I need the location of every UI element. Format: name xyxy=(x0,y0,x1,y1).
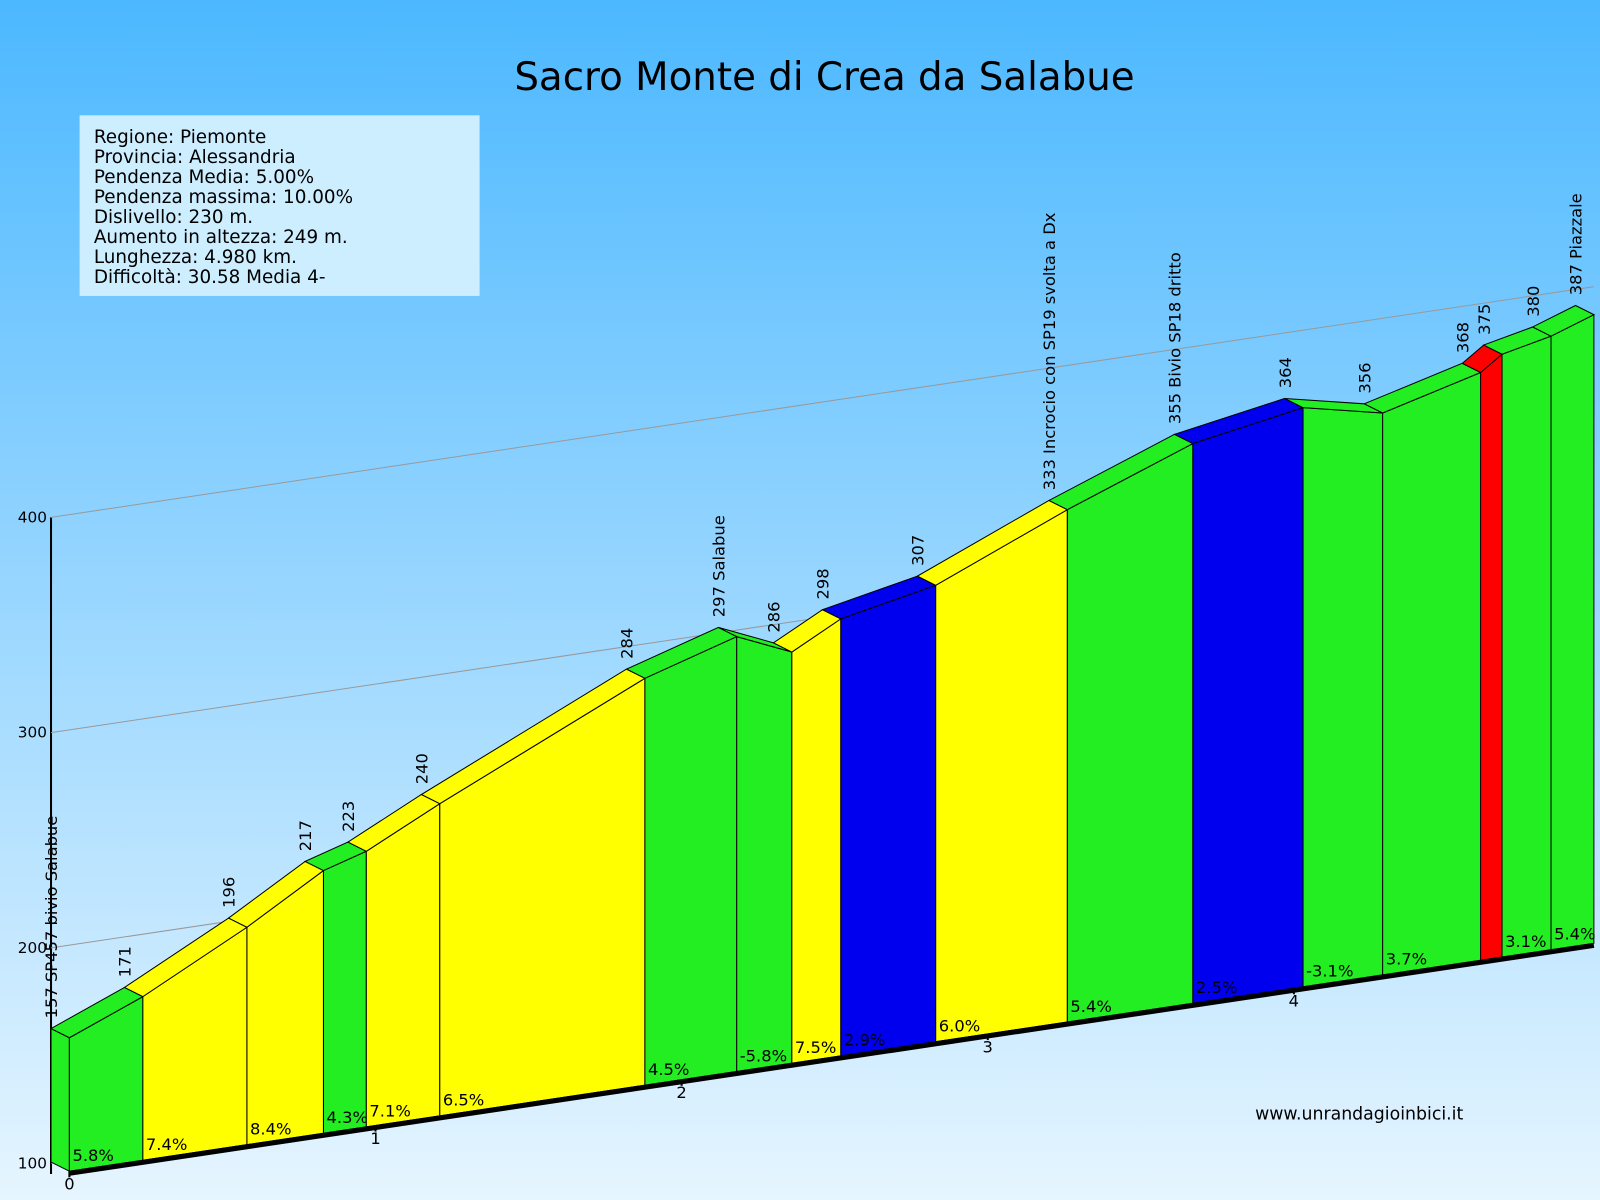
info-box xyxy=(79,115,480,296)
side-face xyxy=(50,1027,70,1173)
elevation-label: 387 Piazzale xyxy=(1567,193,1586,295)
info-line: Aumento in altezza: 249 m. xyxy=(94,227,348,248)
elevation-label: 307 xyxy=(908,535,927,566)
elevation-label: 240 xyxy=(413,753,432,784)
segment-face xyxy=(1550,313,1595,951)
elevation-label: 223 xyxy=(339,801,358,832)
elevation-label: 297 Salabue xyxy=(709,515,728,617)
elevation-label: 368 xyxy=(1453,322,1472,353)
gradient-label: 2.5% xyxy=(1196,978,1237,997)
elevation-label: 196 xyxy=(220,877,239,908)
elevation-label: 333 Incrocio con SP19 svolta a Dx xyxy=(1040,212,1059,490)
gradient-label: 6.5% xyxy=(443,1091,484,1110)
elevation-label: 284 xyxy=(618,628,637,659)
gradient-label: 5.8% xyxy=(72,1146,113,1165)
elevation-label: 375 xyxy=(1475,304,1494,335)
segment-face xyxy=(644,635,738,1086)
segment-top xyxy=(1531,304,1596,337)
elevation-label: 217 xyxy=(296,820,315,851)
y-tick-label: 300 xyxy=(18,724,47,742)
elevation-label: 356 xyxy=(1355,362,1374,393)
segment-face xyxy=(1302,407,1384,988)
elevation-label: 380 xyxy=(1524,286,1543,317)
segment-face xyxy=(1501,335,1552,958)
elevation-label: 298 xyxy=(814,568,833,599)
gradient-label: 5.4% xyxy=(1070,997,1111,1016)
segment-face xyxy=(1066,442,1194,1023)
info-line: Provincia: Alessandria xyxy=(94,147,296,168)
gradient-label: 6.0% xyxy=(939,1017,980,1036)
elevation-label: 157 SP457 bivio Salabue xyxy=(42,816,61,1019)
credit: www.unrandagioinbici.it xyxy=(1255,1104,1463,1124)
plot: 5.8% 7.4% 8.4% 4.3% 7.1% 6.5% 4.5% -5.8% 7.5% 2.9… xyxy=(42,193,1595,1193)
gradient-label: 5.4% xyxy=(1554,925,1595,944)
gradient-label: -3.1% xyxy=(1306,962,1353,981)
x-tick-label: 3 xyxy=(983,1037,993,1056)
elevation-label: 286 xyxy=(765,601,784,632)
gradient-label: 7.5% xyxy=(795,1038,836,1057)
x-tick-label: 1 xyxy=(370,1129,380,1148)
segment-face xyxy=(840,584,937,1057)
elevation-label: 355 Bivio SP18 dritto xyxy=(1166,252,1185,424)
x-tick-label: 2 xyxy=(676,1083,686,1102)
gradient-label: 3.7% xyxy=(1386,950,1427,969)
gradient-label: 2.9% xyxy=(844,1031,885,1050)
segment-face xyxy=(365,802,441,1128)
y-tick-label: 400 xyxy=(18,508,47,526)
gradient-label: 3.1% xyxy=(1505,932,1546,951)
segment-face xyxy=(791,617,842,1064)
grid-line xyxy=(50,286,1594,518)
info-line: Regione: Piemonte xyxy=(94,127,266,148)
segment-face xyxy=(1480,353,1503,961)
gradient-label: 7.4% xyxy=(146,1135,187,1154)
info-line: Dislivello: 230 m. xyxy=(94,207,253,228)
gradient-label: 8.4% xyxy=(250,1119,291,1138)
segment-face xyxy=(935,508,1068,1043)
segment-face xyxy=(322,850,367,1134)
segment-face xyxy=(736,635,793,1073)
info-line: Pendenza Media: 5.00% xyxy=(94,167,314,188)
y-tick-label: 100 xyxy=(18,1154,47,1172)
info-line: Lunghezza: 4.980 km. xyxy=(94,247,297,268)
x-tick-label: 0 xyxy=(64,1175,74,1194)
segment-face xyxy=(1192,406,1304,1004)
info-line: Pendenza massima: 10.00% xyxy=(94,187,353,208)
segment-face xyxy=(1382,371,1482,976)
elevation-label: 171 xyxy=(116,946,135,977)
chart-title: Sacro Monte di Crea da Salabue xyxy=(514,55,1134,100)
elevation-label: 364 xyxy=(1276,357,1295,388)
gradient-label: 4.5% xyxy=(648,1060,689,1079)
gradient-label: 4.3% xyxy=(327,1108,368,1127)
x-tick-label: 4 xyxy=(1289,992,1299,1011)
gradient-label: -5.8% xyxy=(740,1046,787,1065)
info-line: Difficoltà: 30.58 Media 4- xyxy=(94,267,326,288)
gradient-label: 7.1% xyxy=(369,1102,410,1121)
x-axis xyxy=(69,942,1595,1176)
y-tick-label: 200 xyxy=(18,939,47,957)
